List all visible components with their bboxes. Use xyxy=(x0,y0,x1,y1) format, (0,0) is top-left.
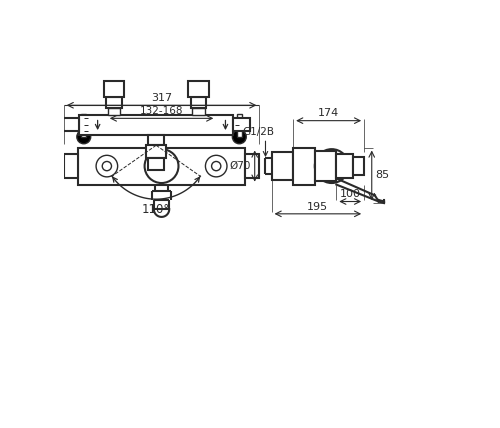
Text: 132-168: 132-168 xyxy=(140,106,184,116)
Bar xyxy=(148,158,164,170)
Circle shape xyxy=(212,161,221,171)
Circle shape xyxy=(232,130,246,144)
Bar xyxy=(233,119,250,131)
Text: 174: 174 xyxy=(318,108,340,119)
Circle shape xyxy=(102,161,112,171)
Bar xyxy=(246,154,260,178)
Bar xyxy=(315,151,336,181)
Bar xyxy=(191,97,206,107)
Circle shape xyxy=(206,155,227,177)
Bar xyxy=(104,81,124,97)
Bar xyxy=(192,107,204,115)
Bar xyxy=(78,148,245,184)
Text: 110°: 110° xyxy=(142,203,171,216)
Text: 100: 100 xyxy=(340,189,360,199)
Bar xyxy=(272,152,293,180)
Bar xyxy=(146,145,166,158)
Circle shape xyxy=(96,155,118,177)
Bar xyxy=(64,154,78,178)
Bar xyxy=(293,148,315,184)
Bar xyxy=(108,107,120,115)
Bar xyxy=(354,157,364,175)
Bar xyxy=(188,81,208,97)
Circle shape xyxy=(77,130,90,144)
Circle shape xyxy=(144,149,178,183)
Text: Ø70: Ø70 xyxy=(230,161,251,171)
Text: 317: 317 xyxy=(151,93,172,103)
Circle shape xyxy=(320,154,344,178)
Text: 195: 195 xyxy=(308,202,328,211)
Bar xyxy=(79,115,233,134)
Bar xyxy=(148,134,164,145)
Circle shape xyxy=(315,149,348,183)
Text: 85: 85 xyxy=(375,170,389,180)
Bar xyxy=(237,114,242,137)
Bar xyxy=(106,97,122,107)
Bar xyxy=(336,154,353,178)
Text: G1/2B: G1/2B xyxy=(242,127,274,137)
Bar xyxy=(62,119,79,131)
Bar xyxy=(82,114,86,137)
